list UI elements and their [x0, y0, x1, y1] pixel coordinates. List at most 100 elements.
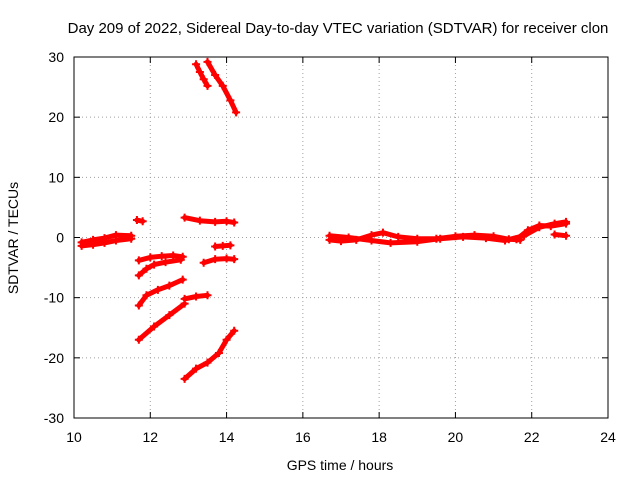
data-point: [161, 258, 170, 267]
series-track-l: [203, 57, 241, 117]
y-axis-label: SDTVAR / TECUs: [5, 182, 21, 294]
x-tick-label: 20: [448, 429, 464, 445]
data-point: [180, 213, 189, 222]
data-point: [203, 57, 212, 66]
data-point: [523, 226, 532, 235]
data-point: [199, 75, 208, 84]
x-tick-label: 18: [371, 429, 387, 445]
data-point: [344, 233, 353, 242]
data-point: [134, 335, 143, 344]
data-point: [192, 60, 201, 69]
x-tick-label: 16: [295, 429, 311, 445]
data-point: [195, 68, 204, 77]
data-point: [394, 232, 403, 241]
data-point: [150, 260, 159, 269]
data-point: [132, 216, 141, 225]
data-point: [176, 255, 185, 264]
data-point: [180, 294, 189, 303]
data-point: [232, 108, 241, 117]
data-point: [436, 234, 445, 243]
x-tick-label: 12: [142, 429, 158, 445]
data-point: [378, 228, 387, 237]
chart-title: Day 209 of 2022, Sidereal Day-to-day VTE…: [68, 20, 609, 37]
series-track-d: [134, 251, 187, 265]
series-line: [193, 61, 210, 89]
series-track-k: [192, 60, 212, 90]
data-point: [138, 217, 147, 226]
y-tick-label: 20: [48, 109, 64, 125]
y-tick-label: -30: [44, 410, 64, 426]
data-point: [178, 275, 187, 284]
data-point: [386, 238, 395, 247]
series-track-g: [134, 299, 189, 344]
series-line: [136, 301, 188, 343]
data-point: [203, 358, 212, 367]
data-point: [226, 241, 235, 250]
data-point: [481, 234, 490, 243]
data-point: [211, 255, 220, 264]
x-tick-label: 24: [600, 429, 616, 445]
data-point: [203, 291, 212, 300]
data-point: [550, 230, 559, 239]
series-track-c: [132, 216, 147, 226]
data-point: [222, 217, 231, 226]
data-point: [134, 301, 143, 310]
data-point: [325, 231, 334, 240]
data-series: [77, 57, 571, 383]
series-track-q: [512, 219, 571, 244]
data-point: [165, 281, 174, 290]
data-point: [192, 292, 201, 301]
series-track-h: [180, 291, 212, 303]
data-point: [226, 96, 235, 105]
series-track-n: [211, 241, 235, 251]
data-point: [413, 237, 422, 246]
data-point: [180, 374, 189, 383]
x-tick-label: 10: [66, 429, 82, 445]
y-tick-label: 30: [48, 49, 64, 65]
series-track-e: [134, 255, 185, 280]
data-point: [146, 253, 155, 262]
data-point: [535, 221, 544, 230]
y-tick-label: 10: [48, 169, 64, 185]
data-point: [222, 254, 231, 263]
data-point: [142, 291, 151, 300]
data-point: [195, 216, 204, 225]
series-line: [182, 328, 237, 382]
y-tick-label: -20: [44, 350, 64, 366]
data-point: [218, 81, 227, 90]
data-point: [230, 326, 239, 335]
data-point: [222, 335, 231, 344]
data-point: [111, 236, 120, 245]
data-point: [77, 241, 86, 250]
series-track-b: [77, 234, 136, 250]
data-point: [501, 236, 510, 245]
x-tick-label: 14: [219, 429, 235, 445]
grid: [74, 57, 608, 418]
data-point: [211, 71, 220, 80]
data-point: [134, 271, 143, 280]
data-point: [203, 81, 212, 90]
series-track-m: [199, 254, 239, 267]
data-point: [211, 242, 220, 251]
data-point: [199, 258, 208, 267]
data-point: [230, 255, 239, 264]
data-point: [169, 251, 178, 260]
data-point: [89, 240, 98, 249]
series-track-j: [180, 213, 239, 227]
data-point: [150, 322, 159, 331]
x-axis-label: GPS time / hours: [287, 457, 394, 473]
axis-ticks: 10 12 14 16 18 20 22 24 -30 -20 -10 0 10 20 30: [44, 49, 616, 445]
data-point: [562, 231, 571, 240]
data-point: [546, 222, 555, 231]
data-point: [157, 252, 166, 261]
y-tick-label: -10: [44, 290, 64, 306]
data-point: [214, 349, 223, 358]
series-track-f: [134, 275, 187, 310]
series-track-i: [180, 326, 239, 383]
data-point: [127, 234, 136, 243]
data-point: [100, 238, 109, 247]
data-point: [459, 232, 468, 241]
data-point: [562, 219, 571, 228]
data-point: [512, 235, 521, 244]
